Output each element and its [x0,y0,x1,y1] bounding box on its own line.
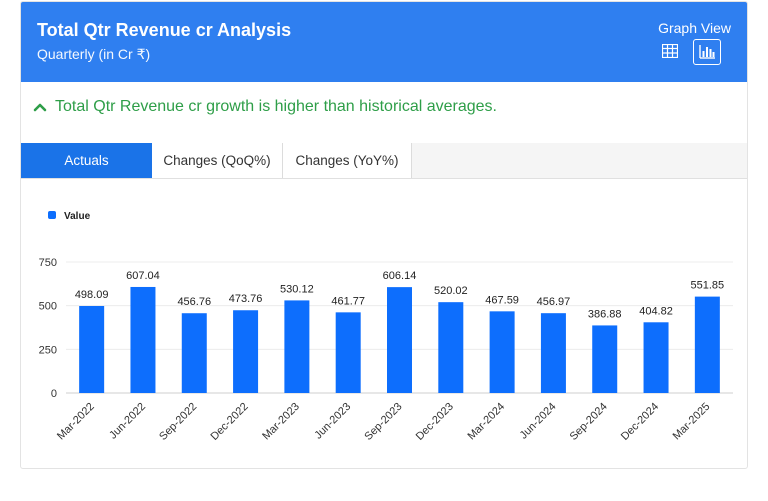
data-label-sep-2024: 386.88 [588,308,622,320]
tab-actuals[interactable]: Actuals [21,143,152,178]
data-label-sep-2022: 456.76 [177,296,211,308]
y-tick-label: 0 [51,388,57,400]
table-view-button[interactable] [657,39,683,63]
x-tick-label: Jun-2022 [107,401,148,442]
bar-sep-2023[interactable] [387,287,412,393]
data-label-dec-2024: 404.82 [639,305,673,317]
y-axis: 0 250 500 750 [39,257,57,400]
chart-data-labels: 498.09 607.04 456.76 473.76 530.12 461.77 606.… [75,270,724,320]
card-header: Total Qtr Revenue cr Analysis Quarterly … [21,2,747,82]
x-tick-label: Jun-2024 [518,401,559,442]
y-tick-label: 750 [39,257,57,269]
bar-jun-2024[interactable] [540,313,566,393]
data-label-mar-2022: 498.09 [75,289,109,301]
data-label-mar-2024: 467.59 [485,294,519,306]
x-tick-label: Sep-2023 [362,401,404,443]
bar-chart: Value 0 250 500 750 498.09 607.04 456.76 473.7… [39,211,733,443]
y-tick-label: 250 [39,344,57,356]
data-label-jun-2022: 607.04 [126,270,160,282]
x-tick-label: Mar-2024 [465,401,507,443]
bar-jun-2023[interactable] [335,312,361,393]
bar-sep-2022[interactable] [181,313,207,393]
bar-dec-2023[interactable] [438,302,464,393]
bar-sep-2024[interactable] [592,325,618,393]
bar-chart-icon [699,45,715,59]
chart-subtitle: Quarterly (in Cr ₹) [37,46,151,62]
insight-text: Total Qtr Revenue cr growth is higher th… [55,98,497,115]
data-label-jun-2023: 461.77 [331,295,365,307]
analysis-card: Total Qtr Revenue cr Analysis Quarterly … [20,1,748,469]
x-tick-label: Dec-2022 [208,401,250,443]
tab-changes-yoy[interactable]: Changes (YoY%) [283,143,412,178]
bar-jun-2022[interactable] [130,286,156,393]
x-tick-label: Jun-2023 [312,401,353,442]
bar-mar-2022[interactable] [79,306,105,393]
x-tick-label: Mar-2023 [260,401,302,443]
data-label-dec-2023: 520.02 [434,285,468,297]
insight-message: Total Qtr Revenue cr growth is higher th… [33,98,497,116]
graph-view-label: Graph View [658,20,731,36]
data-label-jun-2024: 456.97 [537,296,571,308]
bar-dec-2022[interactable] [233,310,259,393]
chart-legend: Value [48,211,91,222]
x-tick-label: Dec-2024 [619,401,661,443]
bar-mar-2023[interactable] [284,300,310,393]
x-tick-label: Sep-2022 [157,401,199,443]
tab-changes-qoq[interactable]: Changes (QoQ%) [152,143,283,178]
data-label-sep-2023: 606.14 [383,270,417,282]
bar-mar-2024[interactable] [489,311,515,393]
x-tick-label: Mar-2022 [55,401,97,443]
chart-title: Total Qtr Revenue cr Analysis [37,20,292,40]
table-icon [662,44,678,58]
bar-dec-2024[interactable] [643,322,669,393]
x-axis: Mar-2022 Jun-2022 Sep-2022 Dec-2022 Mar-2023… [55,401,712,443]
chevron-up-icon [33,102,47,112]
data-label-dec-2022: 473.76 [229,293,263,305]
x-tick-label: Mar-2025 [671,401,713,443]
x-tick-label: Dec-2023 [414,401,456,443]
graph-view-button[interactable] [693,39,721,65]
chart-bars [79,286,720,393]
data-label-mar-2025: 551.85 [691,280,725,292]
legend-swatch-value [48,211,56,219]
bar-mar-2025[interactable] [694,296,720,393]
x-tick-label: Sep-2024 [568,401,610,443]
tab-bar: Actuals Changes (QoQ%) Changes (YoY%) [21,143,747,179]
legend-label-value: Value [64,211,91,222]
y-tick-label: 500 [39,301,57,313]
data-label-mar-2023: 530.12 [280,283,314,295]
